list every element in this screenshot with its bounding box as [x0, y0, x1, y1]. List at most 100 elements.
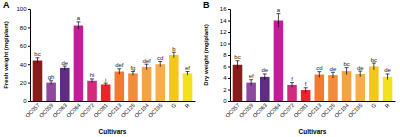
error-line: [360, 71, 361, 77]
error-bar: [345, 68, 349, 75]
bar: [115, 72, 125, 101]
bar: [169, 55, 179, 101]
error-line: [373, 63, 374, 70]
significance-letter: bc: [343, 61, 349, 67]
y-tick-mark: [228, 55, 230, 56]
significance-letter: a: [77, 15, 81, 21]
error-bar: [117, 69, 121, 75]
significance-letter: de: [330, 66, 337, 72]
significance-letter: de: [61, 60, 68, 66]
y-tick-label: 8: [223, 52, 227, 58]
error-cap: [249, 79, 253, 80]
error-line: [251, 80, 252, 86]
significance-letter: hi: [90, 72, 95, 78]
y-tick-mark: [228, 21, 230, 22]
y-tick-label: 14: [220, 18, 227, 24]
error-cap: [304, 87, 308, 88]
y-tick: 14: [220, 18, 230, 24]
significance-letter: bc: [234, 54, 240, 60]
x-tick-label: R: [184, 102, 191, 109]
error-bar: [145, 64, 149, 70]
y-tick-mark: [28, 9, 30, 10]
error-bar: [90, 79, 94, 83]
x-axis-title: Cultivars: [299, 128, 327, 135]
error-line: [78, 22, 79, 29]
error-line: [346, 68, 347, 75]
y-tick: 40: [20, 62, 30, 68]
bar: [33, 61, 43, 101]
error-bar: [76, 22, 80, 29]
error-bar: [104, 83, 108, 86]
bar: [260, 77, 270, 101]
y-tick: 8: [223, 52, 230, 58]
y-tick: 20: [20, 80, 30, 86]
figure: bcghdeahiideffgdefcdbef020406080100OC057…: [0, 0, 400, 137]
x-tick: OC195: [147, 101, 164, 119]
plot-area: bcefdeaffcddebcdebcde0246810121416OC057O…: [220, 6, 396, 118]
y-tick-label: 60: [20, 43, 27, 49]
x-tick-label: R: [384, 102, 391, 109]
y-tick: 16: [220, 6, 230, 12]
error-line: [237, 61, 238, 69]
error-line: [319, 72, 320, 78]
bar: [342, 71, 352, 101]
error-bar: [276, 14, 280, 28]
y-tick-mark: [228, 67, 230, 68]
error-line: [105, 83, 106, 86]
bar: [101, 84, 111, 101]
error-cap: [63, 66, 67, 67]
bar: [383, 77, 393, 101]
x-tick: OC195: [347, 101, 364, 119]
error-line: [387, 74, 388, 80]
bar: [128, 73, 138, 101]
significance-letter: fg: [130, 65, 135, 71]
error-line: [64, 66, 65, 70]
error-line: [119, 69, 120, 75]
y-tick-label: 0: [23, 98, 27, 104]
x-tick: OC081: [92, 101, 109, 119]
y-tick-mark: [228, 78, 230, 79]
y-tick: 6: [223, 64, 230, 70]
error-line: [146, 64, 147, 70]
y-tick-label: 6: [223, 64, 227, 70]
error-cap: [276, 13, 280, 14]
error-bar: [36, 58, 40, 64]
error-cap: [117, 68, 121, 69]
bar: [355, 74, 365, 101]
bar: [74, 26, 84, 101]
x-axis-line: [31, 101, 196, 102]
bar: [87, 81, 97, 101]
y-tick: 100: [16, 6, 30, 12]
error-line: [37, 58, 38, 64]
error-bar: [331, 72, 335, 78]
x-tick-label: G: [370, 102, 377, 109]
y-tick-mark: [28, 101, 30, 102]
significance-letter: ef: [185, 65, 190, 71]
error-cap: [49, 80, 53, 81]
y-tick-label: 80: [20, 25, 27, 31]
error-line: [332, 72, 333, 78]
significance-letter: i: [105, 77, 106, 83]
error-line: [305, 88, 306, 93]
error-cap: [331, 72, 335, 73]
y-axis: 0246810121416: [220, 6, 231, 104]
error-cap: [236, 60, 240, 61]
error-line: [173, 52, 174, 58]
y-tick: 4: [223, 75, 230, 81]
error-bar: [358, 71, 362, 77]
error-cap: [263, 73, 267, 74]
error-bar: [131, 72, 135, 76]
plot-area: bcghdeahiideffgdefcdbef020406080100OC057…: [16, 6, 195, 118]
y-tick: 80: [20, 25, 30, 31]
y-axis-line: [28, 10, 31, 102]
significance-letter: ef: [249, 73, 254, 79]
significance-letter: bc: [371, 57, 377, 63]
y-tick-label: 20: [20, 80, 27, 86]
significance-letter: de: [384, 67, 391, 73]
y-tick-label: 12: [220, 29, 227, 35]
x-tick-label: OC081: [92, 102, 109, 119]
error-bar: [172, 52, 176, 58]
error-bar: [236, 61, 240, 69]
error-bar: [249, 80, 253, 86]
error-line: [92, 79, 93, 83]
